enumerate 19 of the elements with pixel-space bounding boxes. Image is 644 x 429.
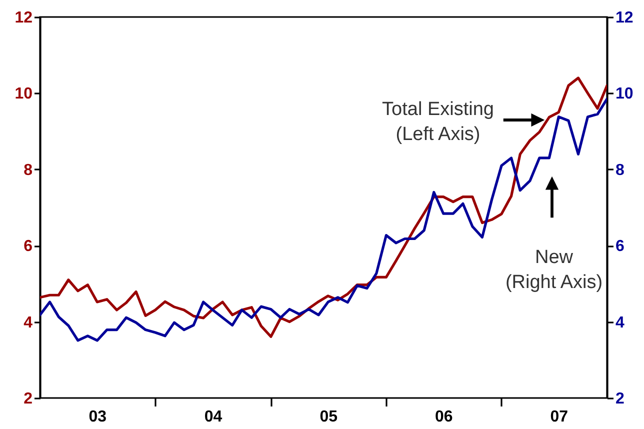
y-tick-label: 12 — [14, 10, 33, 26]
annotation: Total Existing (Left Axis) — [382, 99, 494, 145]
x-tick-label: 03 — [88, 408, 107, 426]
y2-tick-label: 10 — [616, 86, 634, 103]
y-tick-label: 8 — [24, 162, 33, 179]
x-tick-label: 06 — [434, 408, 453, 426]
y2-tick-label: 12 — [616, 10, 634, 26]
y2-tick-label: 6 — [616, 238, 624, 256]
y-tick-label: 10 — [14, 86, 33, 103]
y2-tick-label: 2 — [616, 390, 624, 408]
y-tick-label: 4 — [24, 314, 33, 332]
y2-tick-label: 8 — [616, 162, 624, 179]
x-tick-label: 04 — [204, 408, 222, 426]
x-tick-label: 05 — [320, 408, 338, 426]
y-tick-label: 2 — [24, 390, 33, 408]
y2-tick-label: 4 — [616, 314, 624, 332]
annotation: New (Right Axis) — [505, 247, 603, 293]
x-tick-label: 07 — [550, 408, 568, 426]
y-tick-label: 6 — [24, 238, 33, 256]
